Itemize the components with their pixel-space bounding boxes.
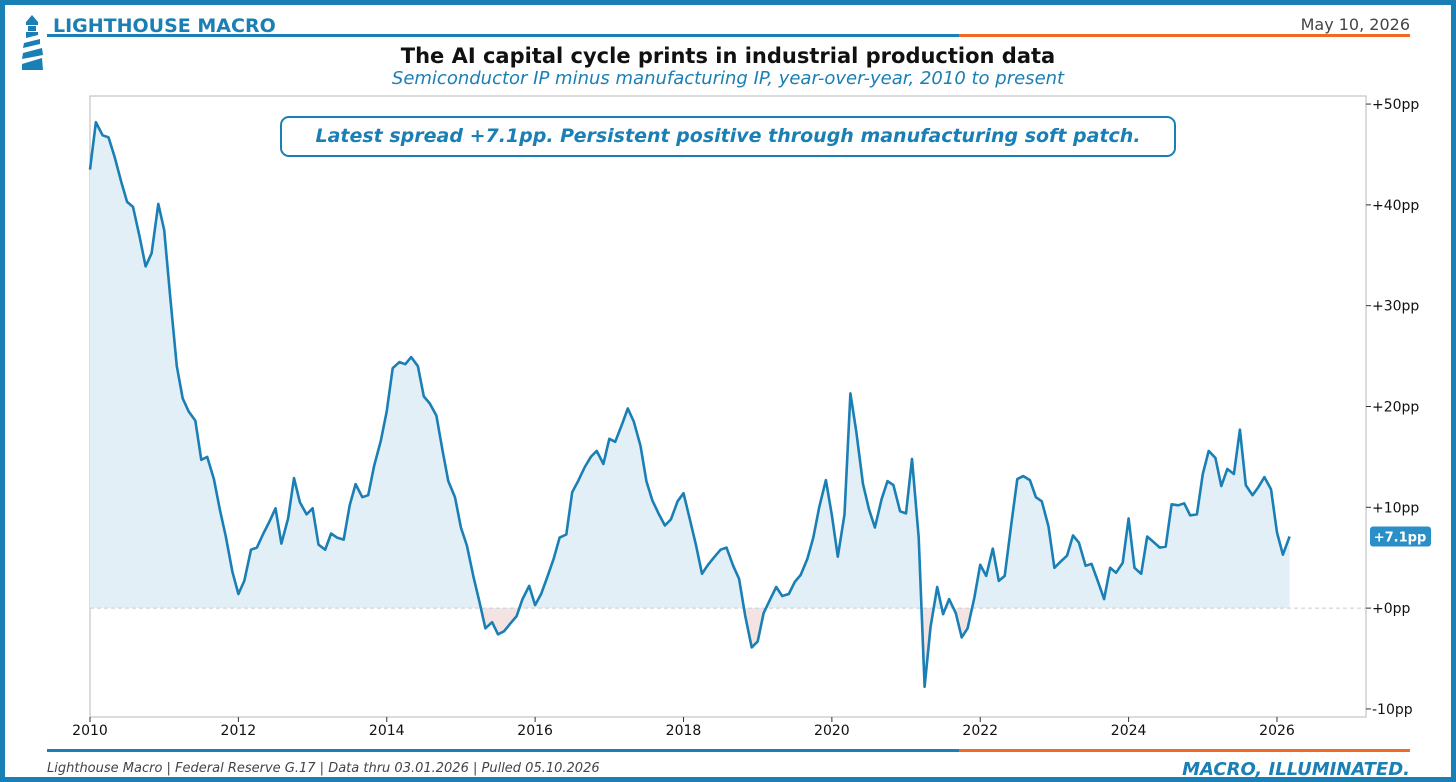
x-tick-label: 2022 [962,723,998,739]
x-tick-label: 2014 [369,723,405,739]
footer-rule-orange [959,749,1410,752]
footer-source: Lighthouse Macro | Federal Reserve G.17 … [47,761,600,776]
y-tick-label: +20pp [1372,400,1419,416]
area-positive [90,122,481,609]
y-tick-label: +0pp [1372,601,1411,617]
x-tick-label: 2018 [666,723,702,739]
latest-value-label: +7.1pp [1374,531,1427,546]
header-rule-orange [959,34,1410,37]
annotation-box: Latest spread +7.1pp. Persistent positiv… [280,116,1176,157]
series-line [88,120,1291,689]
x-tick-label: 2020 [814,723,850,739]
lighthouse-icon [22,15,43,70]
area-negative [743,608,766,648]
area-positive [766,393,922,609]
x-tick-label: 2010 [72,723,108,739]
y-tick-label: +10pp [1372,500,1419,516]
y-tick-label: +40pp [1372,198,1419,214]
area-positive [972,429,1290,609]
chart-subtitle: Semiconductor IP minus manufacturing IP,… [392,68,1065,89]
footer-rule-blue [47,749,959,752]
y-tick-label: +50pp [1372,97,1419,113]
x-tick-label: 2024 [1111,723,1147,739]
x-tick-label: 2026 [1259,723,1295,739]
area-positive [519,408,744,609]
latest-value-badge: +7.1pp [1370,526,1431,547]
chart-title: The AI capital cycle prints in industria… [401,44,1055,68]
annotation-text: Latest spread +7.1pp. Persistent positiv… [315,125,1140,147]
header-rule-blue [47,34,959,37]
header-date: May 10, 2026 [1301,15,1410,34]
area-negative [480,608,520,635]
x-tick-label: 2016 [517,723,553,739]
area-negative [953,608,973,638]
footer-tagline: MACRO, ILLUMINATED. [1182,759,1410,780]
y-tick-label: -10pp [1372,702,1413,718]
brand-name: LIGHTHOUSE MACRO [53,15,276,37]
plot-area [89,95,1367,718]
x-tick-label: 2012 [221,723,257,739]
y-tick-label: +30pp [1372,299,1419,315]
